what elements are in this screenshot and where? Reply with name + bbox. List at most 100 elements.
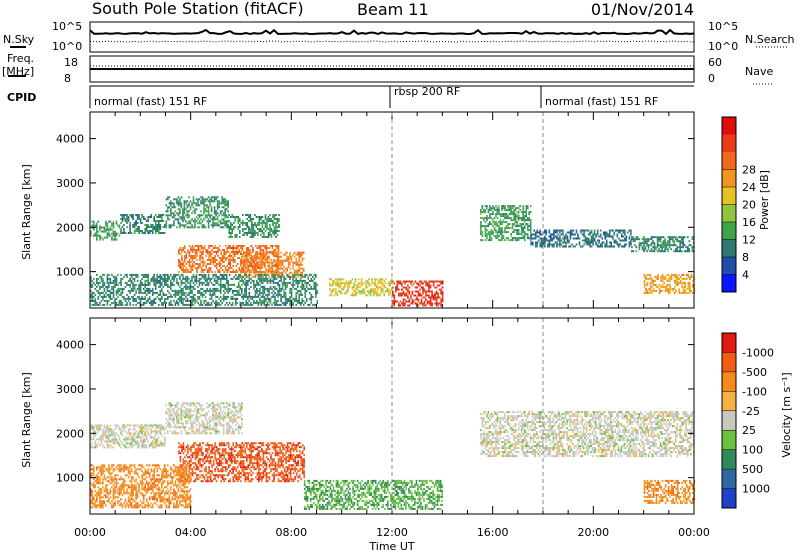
power-colorbar-cell-0 bbox=[722, 274, 736, 292]
power-ylabel: Slant Range [km] bbox=[20, 164, 33, 260]
power-band-12 bbox=[643, 273, 696, 294]
power-colorbar-cell-5 bbox=[722, 187, 736, 205]
sky-tick-left-bottom: 10^0 bbox=[52, 40, 82, 53]
power-colorbar-tick-1: 8 bbox=[742, 251, 749, 264]
power-colorbar-cell-6 bbox=[722, 169, 736, 187]
search-count-line bbox=[89, 40, 695, 43]
sky-right-label: N.Search bbox=[745, 33, 795, 46]
power-colorbar-cell-1 bbox=[722, 257, 736, 275]
velocity-ytick-label-3: 4000 bbox=[56, 339, 84, 352]
velocity-band-5 bbox=[480, 411, 695, 458]
velocity-band-4 bbox=[303, 479, 443, 510]
sky-tick-left-top: 10^5 bbox=[52, 20, 82, 33]
x-tick-label-3: 12:00 bbox=[376, 526, 408, 539]
freq-left-label: Freq. bbox=[7, 52, 34, 65]
cpid-label: CPID bbox=[7, 91, 36, 104]
power-band-2 bbox=[165, 196, 229, 229]
power-panel-frame bbox=[89, 111, 695, 309]
velocity-colorbar-cell-0 bbox=[722, 488, 736, 508]
velocity-panel: 1000 2000 3000 4000 Slant Range [km] 1000 50… bbox=[20, 317, 793, 515]
sky-left-label: N.Sky bbox=[3, 33, 35, 46]
power-band-7 bbox=[329, 278, 393, 297]
freq-tick-right-bottom: 0 bbox=[708, 72, 715, 85]
power-band-8 bbox=[392, 280, 444, 307]
velocity-echoes bbox=[90, 402, 696, 510]
velocity-colorbar-cell-3 bbox=[722, 430, 736, 450]
station-title: South Pole Station (fitACF) bbox=[92, 0, 304, 18]
velocity-colorbar-tick-6: -500 bbox=[742, 366, 767, 379]
power-band-1 bbox=[120, 214, 166, 234]
freq-tick-left-top: 18 bbox=[64, 56, 78, 69]
velocity-ytick-label-2: 3000 bbox=[56, 383, 84, 396]
velocity-colorbar-tick-1: 500 bbox=[742, 463, 763, 476]
power-colorbar: 4 8 12 16 20 24 28 bbox=[721, 116, 756, 293]
velocity-colorbar-cell-2 bbox=[722, 449, 736, 470]
x-tick-label-6: 00:00 bbox=[678, 526, 710, 539]
power-colorbar-label: Power [dB] bbox=[758, 170, 771, 230]
x-tick-label-0: 00:00 bbox=[74, 526, 106, 539]
x-tick-label-5: 20:00 bbox=[577, 526, 609, 539]
sky-tick-right-bottom: 10^0 bbox=[708, 40, 738, 53]
velocity-colorbar-tick-4: -25 bbox=[742, 405, 760, 418]
velocity-colorbar-cell-7 bbox=[722, 352, 736, 372]
freq-tick-right-top: 60 bbox=[708, 56, 722, 69]
velocity-colorbar-tick-5: -100 bbox=[742, 385, 767, 398]
power-band-10 bbox=[530, 229, 632, 248]
power-ytick-label-1: 2000 bbox=[56, 221, 84, 234]
velocity-colorbar-cell-5 bbox=[722, 391, 736, 411]
power-band-3 bbox=[228, 214, 280, 238]
sky-panel-frame bbox=[89, 21, 695, 53]
x-tick-labels: 00:00 04:00 08:00 12:00 16:00 20:00 00:00 bbox=[74, 526, 710, 539]
velocity-colorbar-tick-0: 1000 bbox=[742, 483, 770, 496]
velocity-axes: 1000 2000 3000 4000 bbox=[56, 318, 695, 514]
power-colorbar-tick-2: 12 bbox=[742, 234, 756, 247]
power-colorbar-cell-4 bbox=[722, 204, 736, 222]
sky-tick-right-top: 10^5 bbox=[708, 20, 738, 33]
power-colorbar-cell-9 bbox=[722, 117, 736, 135]
date-label: 01/Nov/2014 bbox=[591, 0, 694, 19]
power-colorbar-tick-4: 20 bbox=[742, 199, 756, 212]
velocity-ytick-label-1: 2000 bbox=[56, 427, 84, 440]
velocity-panel-frame bbox=[89, 317, 695, 515]
power-colorbar-tick-5: 24 bbox=[742, 181, 756, 194]
velocity-ytick-label-0: 1000 bbox=[56, 472, 84, 485]
velocity-colorbar-tick-7: -1000 bbox=[742, 346, 774, 359]
power-colorbar-tick-6: 28 bbox=[742, 164, 756, 177]
power-colorbar-cell-2 bbox=[722, 239, 736, 257]
velocity-colorbar-tick-2: 100 bbox=[742, 444, 763, 457]
power-band-9 bbox=[480, 205, 532, 242]
power-colorbar-cell-8 bbox=[722, 134, 736, 152]
x-axis-label: Time UT bbox=[368, 540, 414, 553]
power-panel: 1000 2000 3000 4000 Slant Range [km] 4 8 12 16… bbox=[20, 111, 771, 309]
sky-panel: N.Sky 10^5 10^0 10^5 10^0 N.Search bbox=[3, 20, 795, 53]
cpid-segment-2: normal (fast) 151 RF bbox=[545, 95, 658, 108]
velocity-band-2 bbox=[178, 442, 305, 483]
x-tick-label-4: 16:00 bbox=[477, 526, 509, 539]
velocity-colorbar-cell-1 bbox=[722, 469, 736, 489]
beam-label: Beam 11 bbox=[357, 0, 429, 19]
power-colorbar-cell-7 bbox=[722, 152, 736, 170]
velocity-colorbar-label: Velocity [m s⁻¹] bbox=[780, 372, 793, 457]
power-colorbar-tick-3: 16 bbox=[742, 216, 756, 229]
velocity-colorbar: 1000 500 100 25 -25 -100 -500 -1000 bbox=[721, 332, 774, 509]
velocity-band-6 bbox=[643, 479, 696, 504]
velocity-colorbar-cell-4 bbox=[722, 410, 736, 431]
freq-tick-left-bottom: 8 bbox=[64, 72, 71, 85]
velocity-colorbar-cell-8 bbox=[722, 333, 736, 353]
power-colorbar-tick-0: 4 bbox=[742, 269, 749, 282]
velocity-band-0 bbox=[90, 424, 166, 449]
cpid-panel: CPID normal (fast) 151 RF rbsp 200 RF no… bbox=[7, 85, 694, 108]
cpid-segment-0: normal (fast) 151 RF bbox=[94, 95, 207, 108]
power-colorbar-cell-3 bbox=[722, 222, 736, 240]
power-ytick-label-2: 3000 bbox=[56, 177, 84, 190]
power-ytick-label-3: 4000 bbox=[56, 133, 84, 146]
x-tick-label-1: 04:00 bbox=[175, 526, 207, 539]
sky-count-line bbox=[89, 28, 695, 36]
freq-right-label: Nave bbox=[745, 65, 773, 78]
power-ytick-label-0: 1000 bbox=[56, 266, 84, 279]
velocity-colorbar-cell-6 bbox=[722, 371, 736, 392]
velocity-colorbar-frame bbox=[721, 332, 737, 509]
velocity-ylabel: Slant Range [km] bbox=[20, 372, 33, 468]
freq-panel: Freq. [MHz] 18 8 60 0 Nave bbox=[2, 52, 773, 85]
